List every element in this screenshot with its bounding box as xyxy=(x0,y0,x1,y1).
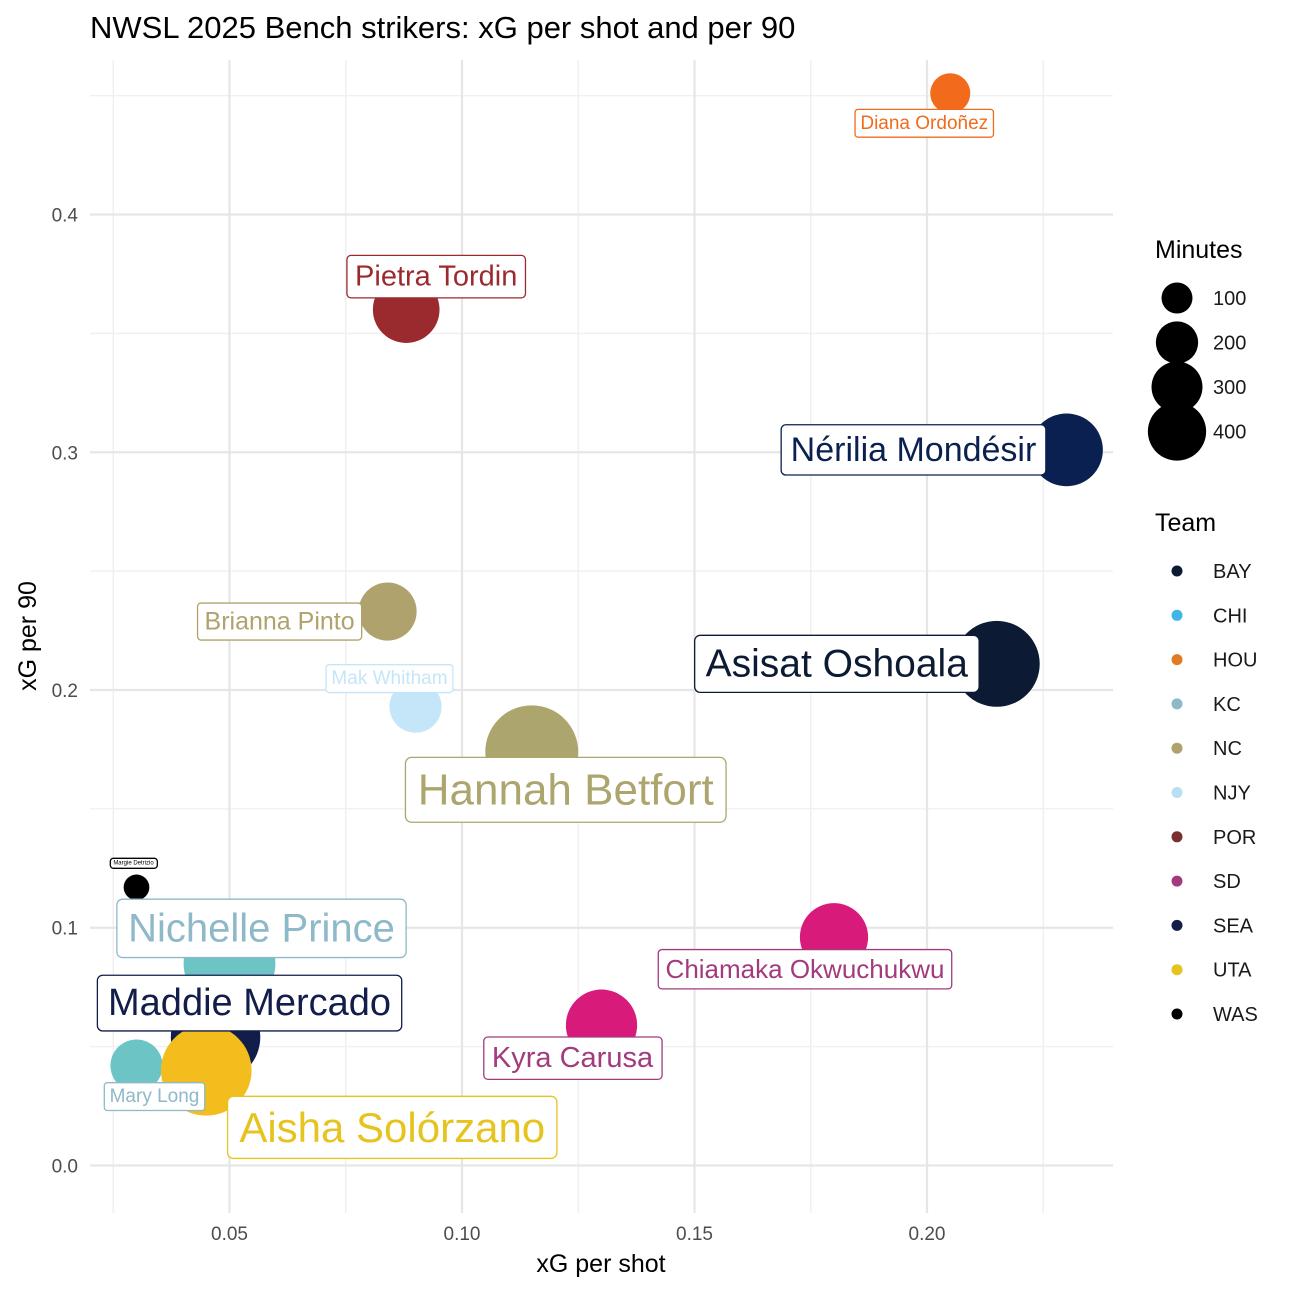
size-legend-title: Minutes xyxy=(1155,236,1243,264)
point-label-text: Nérilia Mondésir xyxy=(791,431,1037,469)
team-legend-key xyxy=(1171,698,1183,710)
team-legend: BAY CHI HOU KC NC NJY POR SD SEA UTA WAS xyxy=(1171,561,1258,1026)
point-label: Margie Detrizio xyxy=(109,857,158,869)
point-label: Diana Ordoñez xyxy=(854,108,995,138)
point-label-box xyxy=(325,664,454,694)
team-legend-key xyxy=(1171,654,1183,666)
point-label-box xyxy=(103,1082,206,1112)
point-label-text: Margie Detrizio xyxy=(113,860,154,866)
point-label-box xyxy=(196,602,363,641)
point-label-box xyxy=(694,634,980,694)
point-label-text: Diana Ordoñez xyxy=(860,113,988,134)
y-axis-ticks: 0.0 0.1 0.2 0.3 0.4 xyxy=(52,206,79,1178)
team-legend-label: HOU xyxy=(1213,650,1257,672)
x-axis-ticks: 0.05 0.10 0.15 0.20 xyxy=(211,1224,945,1245)
size-legend-key xyxy=(1151,361,1203,413)
data-point xyxy=(1030,413,1103,487)
size-legend: 100 200 300 400 xyxy=(1147,282,1246,461)
y-tick-label: 0.3 xyxy=(52,443,78,464)
x-axis-title: xG per shot xyxy=(536,1250,665,1278)
point-label-text: Kyra Carusa xyxy=(492,1042,654,1074)
point-label-text: Nichelle Prince xyxy=(128,906,395,950)
point-label: Asisat Oshoala xyxy=(694,634,980,694)
team-legend-key xyxy=(1171,964,1183,976)
team-legend-key xyxy=(1171,742,1183,754)
point-label-box xyxy=(226,1095,558,1160)
team-legend-key xyxy=(1171,565,1183,577)
team-legend-label: BAY xyxy=(1213,561,1252,583)
point-label-text: Asisat Oshoala xyxy=(706,642,969,685)
team-legend-key xyxy=(1171,609,1183,621)
team-legend-label: SEA xyxy=(1213,915,1254,937)
point-label-box xyxy=(109,857,158,869)
y-tick-label: 0.4 xyxy=(52,206,79,227)
point-label-text: Chiamaka Okwuchukwu xyxy=(666,954,945,984)
point-label-text: Mary Long xyxy=(110,1086,200,1107)
data-points xyxy=(110,73,1103,1116)
team-legend-key xyxy=(1171,875,1183,887)
data-point xyxy=(358,582,417,641)
point-label: Hannah Betfort xyxy=(404,756,727,823)
point-label: Nérilia Mondésir xyxy=(780,424,1047,476)
team-legend-key xyxy=(1171,787,1183,798)
point-label-box xyxy=(96,974,403,1032)
size-legend-label: 200 xyxy=(1213,333,1246,355)
x-tick-label: 0.05 xyxy=(211,1224,248,1245)
point-label-box xyxy=(780,424,1047,476)
point-label: Aisha Solórzano xyxy=(226,1095,558,1160)
point-label: Pietra Tordin xyxy=(346,254,527,299)
y-axis-title: xG per 90 xyxy=(14,581,42,691)
team-legend-label: KC xyxy=(1213,694,1241,716)
team-legend-label: POR xyxy=(1213,827,1256,849)
team-legend-key xyxy=(1171,1008,1183,1020)
point-label: Mary Long xyxy=(103,1082,206,1112)
data-point xyxy=(930,73,971,114)
x-tick-label: 0.15 xyxy=(676,1224,713,1245)
point-label-box xyxy=(657,948,953,990)
point-label-text: Brianna Pinto xyxy=(205,608,355,636)
point-label-box xyxy=(116,898,407,959)
point-label-box xyxy=(483,1036,663,1081)
point-label-text: Pietra Tordin xyxy=(355,261,517,293)
team-legend-title: Team xyxy=(1155,509,1216,537)
point-label: Chiamaka Okwuchukwu xyxy=(657,948,953,990)
x-tick-label: 0.20 xyxy=(909,1224,946,1245)
size-legend-key xyxy=(1155,321,1199,364)
point-label: Nichelle Prince xyxy=(116,898,407,959)
point-label-box xyxy=(854,108,995,138)
size-legend-key xyxy=(1161,282,1193,314)
point-label-text: Mak Whitham xyxy=(331,668,447,689)
data-point xyxy=(123,874,150,901)
team-legend-label: NC xyxy=(1213,738,1242,760)
team-legend-label: WAS xyxy=(1213,1004,1258,1026)
data-point xyxy=(389,680,442,733)
size-legend-key xyxy=(1147,402,1207,461)
y-tick-label: 0.1 xyxy=(52,919,78,940)
team-legend-label: UTA xyxy=(1213,960,1252,982)
team-legend-label: SD xyxy=(1213,871,1241,893)
team-legend-key xyxy=(1171,831,1183,843)
size-legend-label: 400 xyxy=(1213,422,1246,444)
chart-title: NWSL 2025 Bench strikers: xG per shot an… xyxy=(90,10,795,45)
point-label: Maddie Mercado xyxy=(96,974,403,1032)
x-tick-label: 0.10 xyxy=(444,1224,481,1245)
point-label-text: Maddie Mercado xyxy=(108,982,391,1024)
point-label-text: Hannah Betfort xyxy=(418,765,714,814)
team-legend-key xyxy=(1171,919,1183,931)
point-label-box xyxy=(346,254,527,299)
point-labels: Diana Ordoñez Pietra Tordin Nérilia Mondés… xyxy=(96,108,1047,1160)
y-tick-label: 0.2 xyxy=(52,681,78,702)
team-legend-label: CHI xyxy=(1213,605,1247,627)
point-label: Brianna Pinto xyxy=(196,602,363,641)
y-tick-label: 0.0 xyxy=(52,1156,78,1177)
point-label: Mak Whitham xyxy=(325,664,454,694)
data-point xyxy=(110,1039,163,1092)
size-legend-label: 300 xyxy=(1213,377,1246,399)
point-label-box xyxy=(404,756,727,823)
size-legend-label: 100 xyxy=(1213,288,1246,310)
point-label-text: Aisha Solórzano xyxy=(239,1104,545,1151)
point-label: Kyra Carusa xyxy=(483,1036,663,1081)
team-legend-label: NJY xyxy=(1213,783,1251,805)
